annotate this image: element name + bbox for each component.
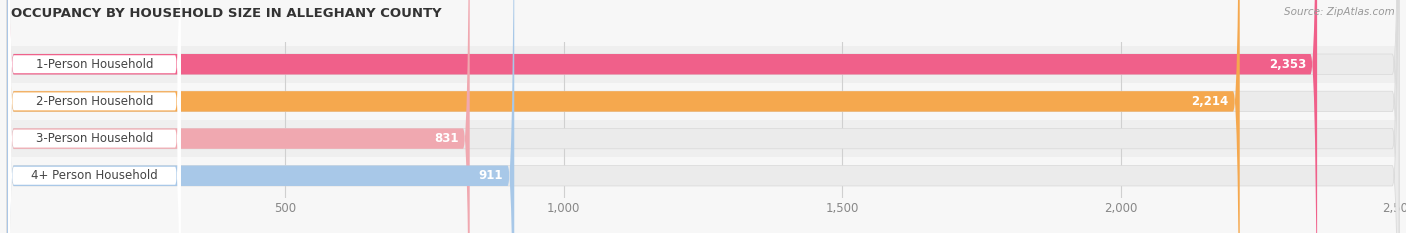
FancyBboxPatch shape [8,0,181,233]
FancyBboxPatch shape [7,0,1399,233]
Text: 2-Person Household: 2-Person Household [35,95,153,108]
Bar [7,83,1399,120]
Text: 831: 831 [434,132,458,145]
FancyBboxPatch shape [8,0,181,233]
FancyBboxPatch shape [8,0,181,233]
Text: 911: 911 [478,169,503,182]
Bar [7,46,1399,83]
Bar [7,120,1399,157]
Text: 2,214: 2,214 [1191,95,1229,108]
Text: 3-Person Household: 3-Person Household [35,132,153,145]
FancyBboxPatch shape [7,0,1317,233]
Text: OCCUPANCY BY HOUSEHOLD SIZE IN ALLEGHANY COUNTY: OCCUPANCY BY HOUSEHOLD SIZE IN ALLEGHANY… [11,7,441,20]
Text: Source: ZipAtlas.com: Source: ZipAtlas.com [1284,7,1395,17]
Text: 4+ Person Household: 4+ Person Household [31,169,157,182]
FancyBboxPatch shape [7,0,1399,233]
FancyBboxPatch shape [7,0,1399,233]
Text: 1-Person Household: 1-Person Household [35,58,153,71]
FancyBboxPatch shape [7,0,1399,233]
FancyBboxPatch shape [7,0,515,233]
FancyBboxPatch shape [7,0,470,233]
Bar [7,157,1399,194]
FancyBboxPatch shape [7,0,1240,233]
Text: 2,353: 2,353 [1268,58,1306,71]
FancyBboxPatch shape [8,0,181,233]
